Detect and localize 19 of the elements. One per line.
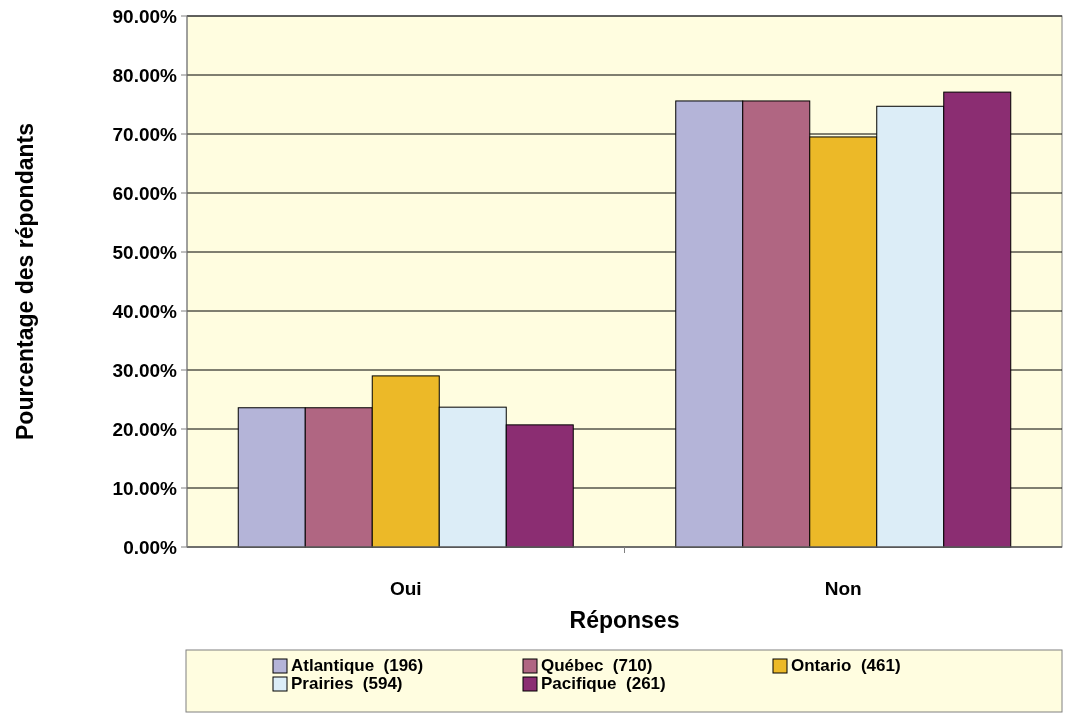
legend-label: Prairies (594) <box>291 674 403 693</box>
y-tick-label: 80.00% <box>112 64 178 86</box>
legend-label: Québec (710) <box>541 656 653 675</box>
x-tick-label: Oui <box>389 578 422 599</box>
y-tick-label: 50.00% <box>112 241 178 263</box>
legend-label: Pacifique (261) <box>541 674 666 693</box>
y-tick-label: 10.00% <box>112 477 178 499</box>
x-axis-title: Réponses <box>569 607 680 633</box>
y-tick-label: 20.00% <box>112 418 178 440</box>
legend-label: Ontario (461) <box>791 656 901 675</box>
y-tick-label: 60.00% <box>112 182 178 204</box>
legend-label: Atlantique (196) <box>291 656 424 675</box>
x-tick-label: Non <box>824 578 862 599</box>
y-tick-label: 90.00% <box>112 5 178 27</box>
y-axis-title: Pourcentage des répondants <box>12 123 38 440</box>
y-tick-label: 0.00% <box>123 536 178 558</box>
y-tick-label: 40.00% <box>112 300 178 322</box>
y-tick-label: 30.00% <box>112 359 178 381</box>
y-tick-label: 70.00% <box>112 123 178 145</box>
